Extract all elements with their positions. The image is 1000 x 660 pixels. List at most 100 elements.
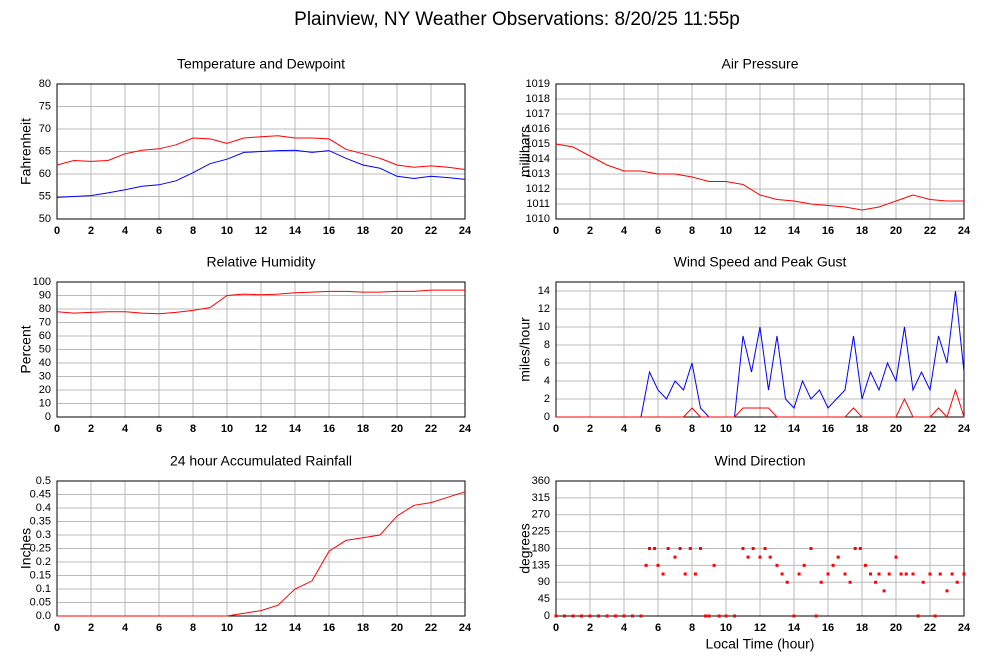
y-tick-label: 70 (39, 123, 51, 135)
x-tick-label: 0 (553, 423, 559, 435)
data-point (775, 563, 779, 567)
y-tick-label: 50 (39, 343, 51, 355)
y-tick-label: 0.45 (30, 488, 51, 500)
y-tick-label: 270 (532, 509, 550, 521)
x-tick-label: 4 (122, 622, 129, 634)
y-tick-label: 30 (39, 370, 51, 382)
x-tick-label: 10 (720, 423, 732, 435)
x-tick-label: 0 (54, 423, 60, 435)
data-point (699, 547, 702, 550)
x-tick-label: 22 (924, 225, 936, 237)
data-point (688, 547, 692, 550)
data-point (597, 614, 600, 618)
y-tick-label: 60 (39, 330, 51, 342)
data-point (678, 547, 682, 550)
data-line (555, 143, 964, 211)
y-axis-label: millibars (517, 126, 533, 177)
y-tick-label: 75 (39, 100, 51, 112)
y-tick-label: 180 (532, 542, 550, 554)
data-point (858, 547, 862, 550)
data-point (874, 580, 878, 584)
x-tick-label: 4 (621, 423, 628, 435)
x-tick-label: 8 (689, 423, 695, 435)
y-tick-label: 4 (544, 375, 550, 387)
data-point (661, 572, 665, 576)
data-point (707, 614, 711, 618)
y-tick-label: 1010 (526, 213, 550, 225)
x-tick-label: 0 (54, 622, 60, 634)
data-line (57, 491, 466, 617)
y-tick-label: 1017 (526, 108, 550, 120)
data-point (758, 555, 762, 559)
data-line (556, 388, 965, 418)
x-tick-label: 4 (122, 225, 129, 237)
data-point (792, 614, 796, 618)
y-tick-label: 1011 (526, 198, 550, 210)
data-point (622, 614, 626, 618)
x-tick-label: 8 (190, 225, 196, 237)
x-tick-label: 8 (689, 622, 695, 634)
x-tick-label: 16 (822, 225, 834, 237)
x-tick-label: 12 (754, 622, 766, 634)
data-point (819, 580, 823, 584)
data-point (955, 580, 959, 584)
data-point (712, 563, 716, 567)
y-tick-label: 0 (544, 411, 550, 423)
data-point (785, 580, 789, 584)
y-tick-label: 0 (45, 411, 51, 423)
chart-title: Wind Speed and Peak Gust (674, 254, 847, 270)
x-tick-label: 14 (289, 225, 302, 237)
data-point (693, 572, 697, 576)
y-tick-label: 0.05 (30, 596, 51, 608)
data-point (768, 555, 772, 559)
x-tick-label: 0 (553, 622, 559, 634)
y-tick-label: 1013 (526, 168, 550, 180)
y-tick-label: 2 (544, 393, 550, 405)
x-tick-label: 10 (221, 225, 233, 237)
data-point (869, 572, 872, 576)
x-tick-label: 18 (357, 225, 369, 237)
y-tick-label: 1016 (526, 123, 550, 135)
x-tick-label: 6 (156, 423, 162, 435)
x-tick-label: 2 (587, 423, 593, 435)
data-point (746, 555, 750, 559)
data-point (724, 614, 728, 618)
x-tick-label: 18 (357, 622, 369, 634)
data-point (588, 614, 592, 618)
y-tick-label: 10 (538, 321, 550, 333)
data-point (644, 563, 648, 567)
data-point (899, 572, 903, 576)
y-tick-label: 0.0 (36, 610, 51, 622)
page-title: Plainview, NY Weather Observations: 8/20… (294, 9, 740, 30)
data-point (763, 547, 767, 550)
plot-frame (555, 281, 965, 418)
x-tick-label: 12 (255, 423, 267, 435)
data-line (56, 135, 466, 170)
y-tick-label: 8 (544, 339, 550, 351)
data-point (904, 572, 908, 576)
data-point (836, 555, 840, 559)
y-tick-label: 12 (538, 303, 550, 315)
y-tick-label: 20 (39, 384, 51, 396)
data-point (704, 614, 708, 618)
x-tick-label: 24 (958, 622, 971, 634)
y-tick-label: 6 (544, 357, 550, 369)
x-tick-label: 10 (720, 622, 732, 634)
plot-frame (56, 281, 466, 418)
x-tick-label: 12 (754, 423, 766, 435)
data-point (666, 547, 670, 550)
data-point (733, 614, 736, 618)
y-tick-label: 225 (532, 526, 550, 538)
y-tick-label: 55 (39, 190, 51, 202)
x-tick-label: 20 (391, 622, 403, 634)
x-tick-label: 14 (289, 423, 302, 435)
data-point (554, 614, 558, 618)
x-tick-label: 20 (890, 225, 902, 237)
y-tick-label: 90 (39, 289, 51, 301)
data-point (741, 547, 745, 550)
x-tick-label: 6 (156, 225, 162, 237)
data-point (950, 572, 954, 576)
chart-title: Air Pressure (721, 56, 798, 72)
data-point (631, 614, 634, 618)
